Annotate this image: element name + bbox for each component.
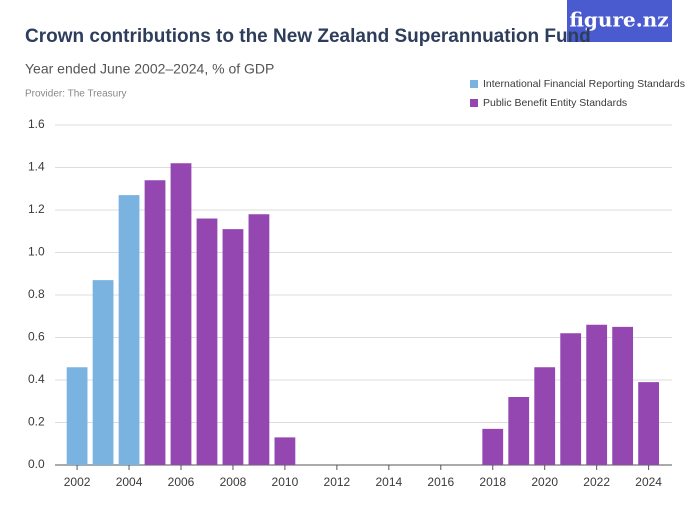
x-tick-label: 2012 (324, 475, 351, 489)
x-tick-label: 2002 (64, 475, 91, 489)
legend-label: International Financial Reporting Standa… (483, 78, 685, 90)
x-tick-label: 2018 (479, 475, 506, 489)
bar (638, 382, 660, 465)
x-tick-label: 2014 (375, 475, 402, 489)
logo: figure.nz (569, 8, 668, 32)
y-tick-label: 0.4 (28, 372, 45, 386)
x-tick-label: 2010 (272, 475, 299, 489)
y-tick-label: 0.6 (28, 330, 45, 344)
x-tick-label: 2004 (116, 475, 143, 489)
y-tick-label: 1.4 (28, 160, 45, 174)
legend-swatch (470, 99, 478, 107)
legend-swatch (470, 80, 478, 88)
x-tick-label: 2022 (583, 475, 610, 489)
bar (274, 437, 296, 465)
bar (534, 367, 556, 465)
bar (118, 195, 140, 465)
y-tick-label: 0.8 (28, 287, 45, 301)
logo-box (567, 0, 672, 42)
bar (586, 324, 608, 465)
y-tick-label: 0.0 (28, 457, 45, 471)
x-tick-label: 2024 (635, 475, 662, 489)
y-tick-label: 1.0 (28, 245, 45, 259)
bar (482, 428, 504, 465)
bar (170, 163, 192, 465)
y-tick-label: 1.2 (28, 202, 45, 216)
bar (92, 280, 114, 465)
x-tick-label: 2008 (220, 475, 247, 489)
bar (560, 333, 582, 465)
y-tick-label: 1.6 (28, 117, 45, 131)
x-tick-label: 2016 (427, 475, 454, 489)
provider: Provider: The Treasury (25, 89, 127, 100)
bar (196, 218, 218, 465)
bar (612, 326, 634, 465)
x-tick-label: 2006 (168, 475, 195, 489)
legend-label: Public Benefit Entity Standards (483, 97, 627, 109)
y-tick-label: 0.2 (28, 415, 45, 429)
bar (222, 229, 244, 465)
bar (248, 214, 270, 465)
bar (66, 367, 88, 465)
chart-title: Crown contributions to the New Zealand S… (25, 26, 591, 47)
x-tick-label: 2020 (531, 475, 558, 489)
bar (508, 397, 530, 465)
chart-subtitle: Year ended June 2002–2024, % of GDP (25, 61, 274, 77)
bar (144, 180, 166, 465)
